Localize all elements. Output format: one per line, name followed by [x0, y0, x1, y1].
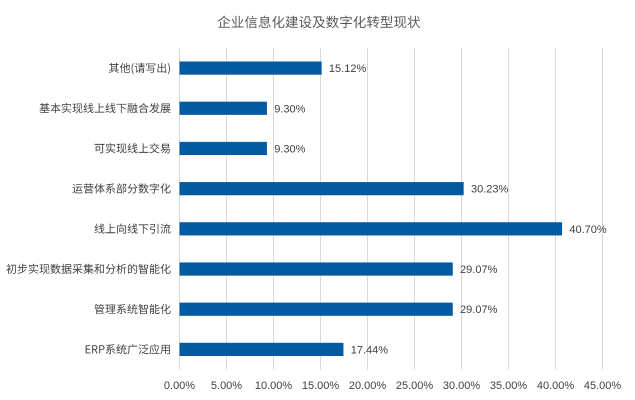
svg-text:30.00%: 30.00% [443, 380, 481, 392]
svg-text:29.07%: 29.07% [460, 264, 498, 276]
svg-text:30.23%: 30.23% [471, 184, 509, 196]
svg-text:9.30%: 9.30% [274, 143, 305, 155]
svg-text:10.00%: 10.00% [255, 380, 293, 392]
svg-text:15.00%: 15.00% [302, 380, 340, 392]
svg-text:35.00%: 35.00% [490, 380, 528, 392]
svg-text:40.00%: 40.00% [537, 380, 575, 392]
svg-text:45.00%: 45.00% [584, 380, 622, 392]
svg-text:25.00%: 25.00% [396, 380, 434, 392]
svg-text:0.00%: 0.00% [164, 380, 195, 392]
svg-text:40.70%: 40.70% [569, 224, 607, 236]
svg-text:17.44%: 17.44% [351, 344, 389, 356]
svg-text:9.30%: 9.30% [274, 103, 305, 115]
svg-text:20.00%: 20.00% [349, 380, 387, 392]
svg-text:29.07%: 29.07% [460, 304, 498, 316]
svg-text:15.12%: 15.12% [329, 63, 367, 75]
svg-text:5.00%: 5.00% [211, 380, 242, 392]
